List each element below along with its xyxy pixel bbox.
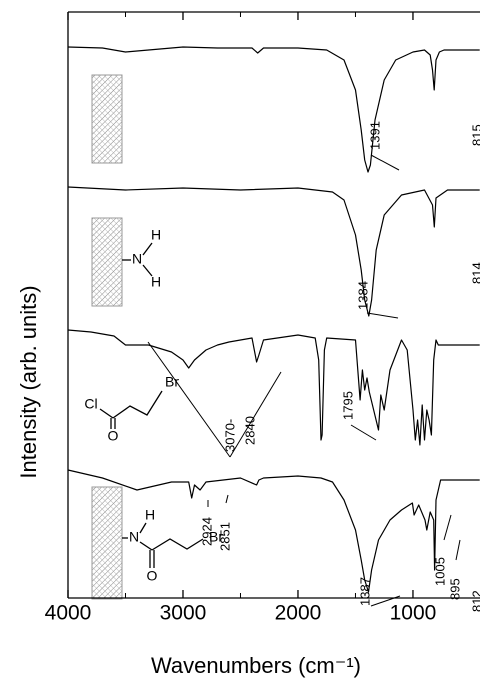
x-tick-label: 2000 xyxy=(275,602,322,625)
annotation: 2840 xyxy=(242,416,257,445)
leader-line xyxy=(225,494,229,504)
bond xyxy=(151,538,204,551)
nanotube-icons xyxy=(91,74,123,600)
bond xyxy=(139,541,153,551)
nanotube xyxy=(92,75,122,163)
atom: O xyxy=(147,568,158,584)
leader-line xyxy=(370,154,400,171)
spectrum-line xyxy=(67,186,480,317)
leader-line xyxy=(350,424,377,441)
annotation: 1384 xyxy=(355,281,370,310)
x-axis-label: Wavenumbers (cm⁻¹) xyxy=(151,653,361,678)
leader-line xyxy=(366,312,399,319)
annotation: 1387 xyxy=(357,577,372,606)
annotation: 895 xyxy=(447,578,462,600)
bond xyxy=(142,242,153,256)
leader-line xyxy=(370,595,401,607)
annotation: 3070- xyxy=(222,419,237,452)
bond xyxy=(142,264,153,277)
atom: Br xyxy=(165,374,179,390)
atom: N xyxy=(132,251,142,267)
nanotube xyxy=(92,487,122,599)
x-tick-label: 3000 xyxy=(160,602,207,625)
leader-line xyxy=(147,341,231,458)
atom: Br xyxy=(209,529,223,545)
atom: O xyxy=(108,428,119,444)
atom: H xyxy=(151,274,161,290)
leader-line xyxy=(229,371,282,458)
atom: N xyxy=(129,529,139,545)
annotation: 812 xyxy=(469,590,480,612)
structure-labels: H N H Cl O Br H N O Br xyxy=(84,227,223,584)
y-axis-label: Intensity (arb. units) xyxy=(16,285,41,478)
atom: H xyxy=(151,227,161,243)
spectrum-line xyxy=(67,329,480,446)
bond xyxy=(139,522,147,534)
atom: Cl xyxy=(84,396,97,412)
nanotube xyxy=(92,218,122,306)
annotation: 814 xyxy=(469,262,480,284)
atom: H xyxy=(145,507,155,523)
leader-line xyxy=(455,539,461,561)
bond xyxy=(112,390,163,419)
annotation: 815 xyxy=(469,124,480,146)
annotation: 2924 xyxy=(199,517,214,546)
x-tick-label: 1000 xyxy=(390,602,437,625)
bond xyxy=(99,408,114,419)
annotation: 2851 xyxy=(217,522,232,551)
bonds xyxy=(99,242,204,568)
annotation: 1005 xyxy=(432,557,447,586)
x-tick-label: 4000 xyxy=(45,602,92,625)
annotation: 1795 xyxy=(340,391,355,420)
spectrum-line xyxy=(67,46,480,173)
annotation: 1391 xyxy=(367,121,382,150)
leader-line xyxy=(443,514,452,541)
spectrum-line xyxy=(67,469,480,593)
